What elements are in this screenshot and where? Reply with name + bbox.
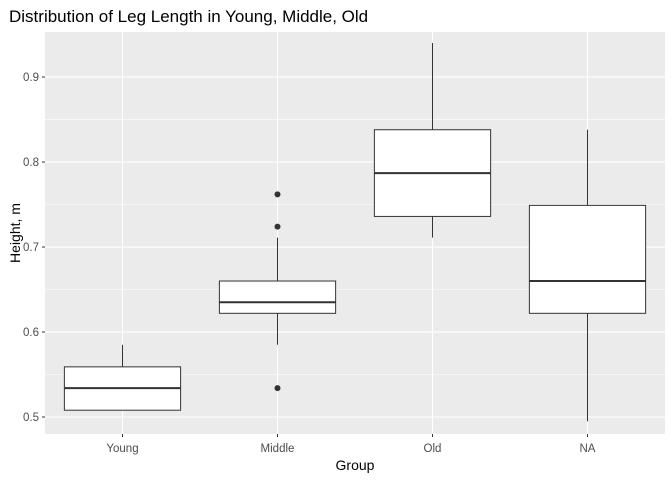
y-axis: 0.5 0.6 0.7 0.8 0.9: [23, 72, 45, 424]
x-axis: Young Middle Old NA: [106, 434, 596, 455]
y-tick-label: 0.8: [23, 157, 39, 169]
x-tick-label: Old: [424, 443, 442, 455]
y-axis-title: Height, m: [7, 203, 23, 263]
outlier-point: [274, 385, 281, 392]
y-tick-label: 0.6: [23, 327, 39, 339]
x-tick-label: Young: [106, 443, 138, 455]
chart-title: Distribution of Leg Length in Young, Mid…: [9, 7, 368, 26]
box-old: [373, 43, 492, 238]
y-tick-label: 0.5: [23, 412, 39, 424]
y-tick-label: 0.9: [23, 72, 39, 84]
x-axis-title: Group: [336, 457, 375, 473]
iqr-box: [218, 280, 337, 314]
iqr-box: [528, 204, 647, 314]
boxes: [63, 43, 647, 422]
outlier-point: [274, 223, 281, 230]
box-middle: [218, 191, 337, 392]
box-young: [63, 344, 182, 411]
x-tick-label: Middle: [261, 443, 295, 455]
y-tick-label: 0.7: [23, 242, 39, 254]
box-na: [528, 129, 647, 422]
x-tick-label: NA: [580, 443, 596, 455]
outlier-point: [274, 191, 281, 198]
